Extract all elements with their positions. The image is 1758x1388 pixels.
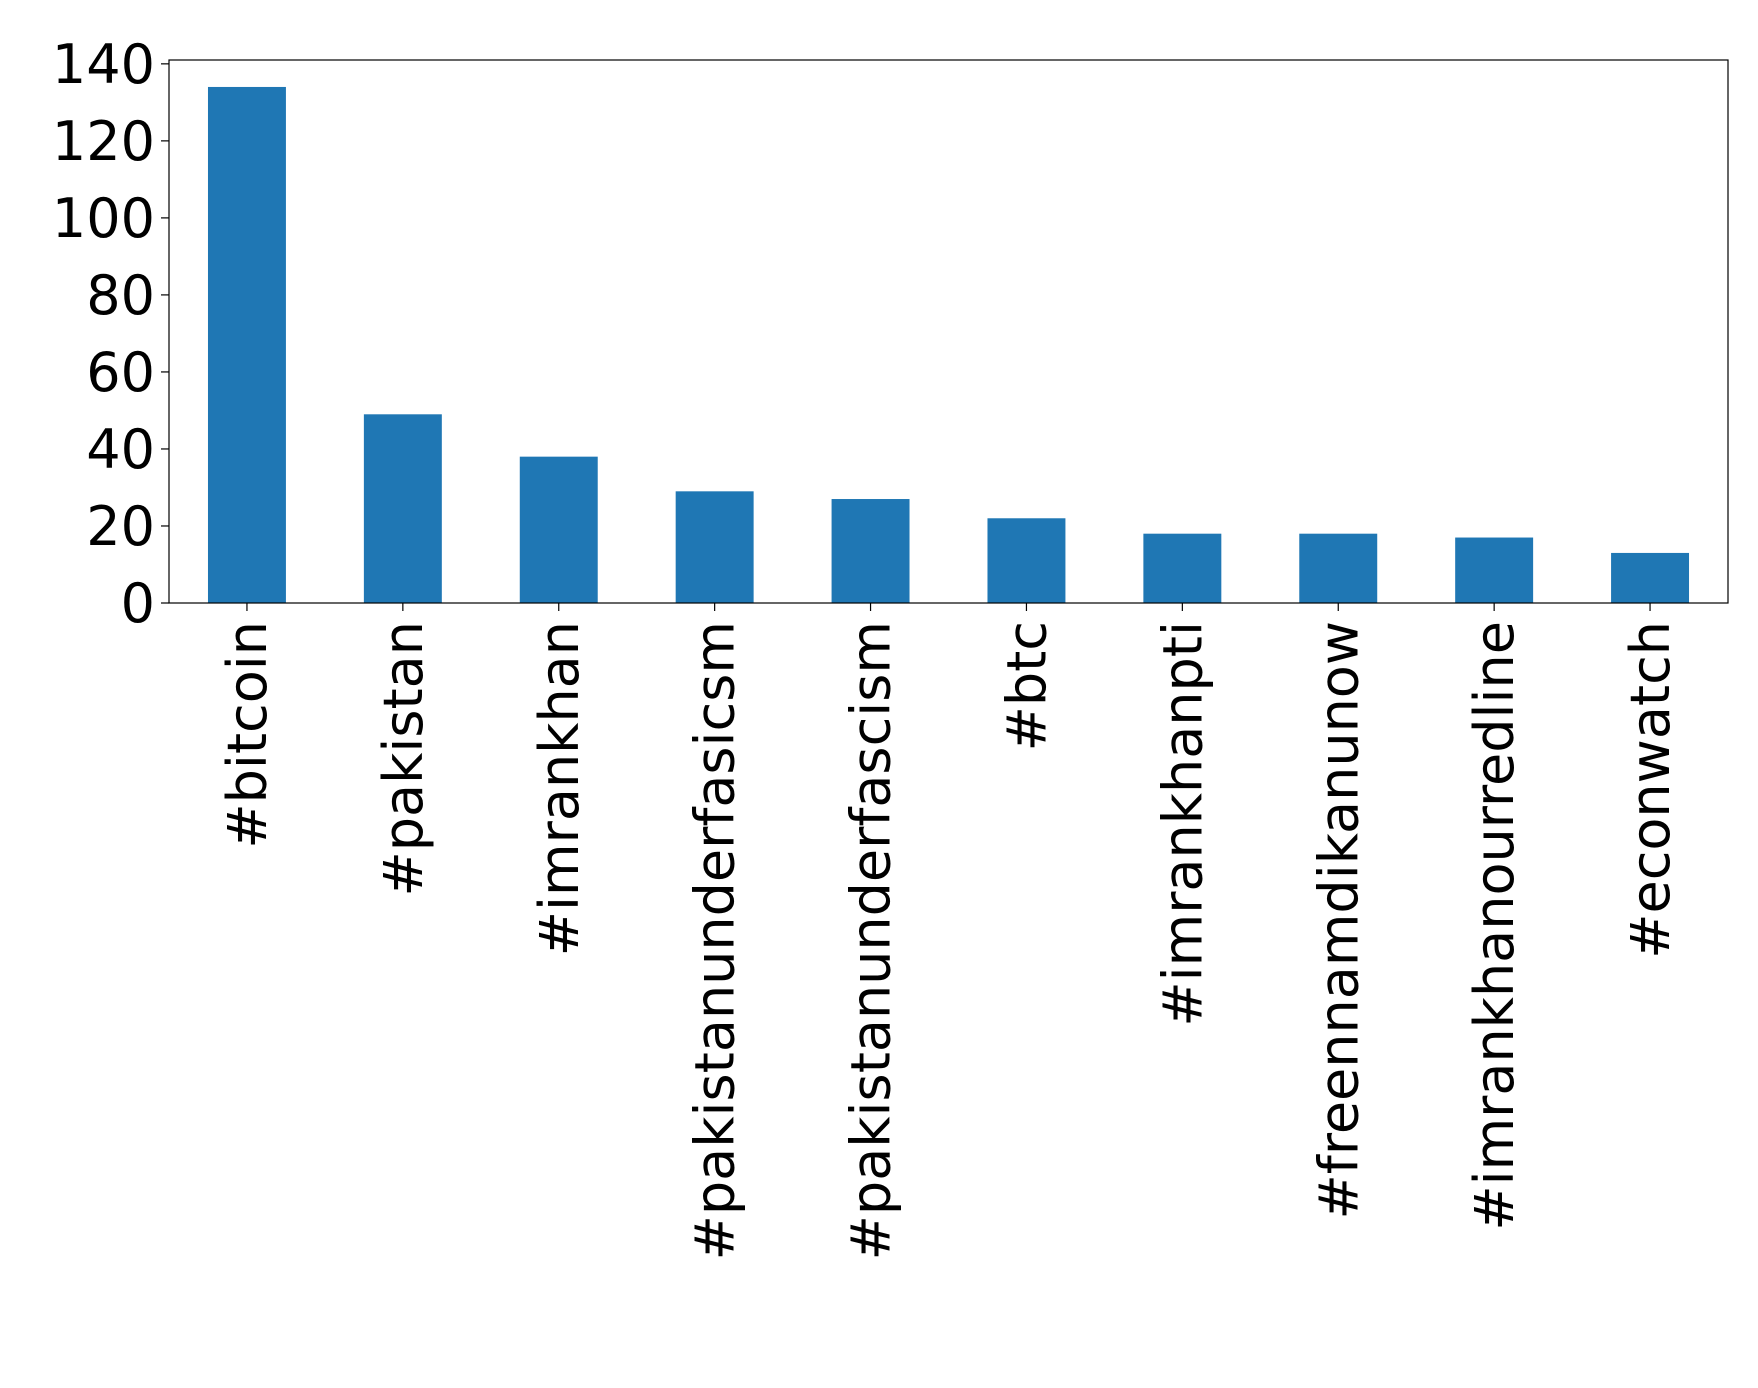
y-tick-label: 80 bbox=[86, 264, 155, 327]
bar bbox=[363, 414, 442, 603]
x-tick-label: #btc bbox=[995, 621, 1058, 751]
x-tick-label: #imrankhanourredline bbox=[1463, 621, 1526, 1231]
bar bbox=[1611, 552, 1690, 603]
bar bbox=[987, 518, 1066, 603]
x-tick-label: #pakistan bbox=[372, 621, 435, 897]
bar bbox=[519, 456, 598, 603]
y-tick-label: 140 bbox=[52, 33, 155, 96]
x-tick-label: #pakistanunderfasicsm bbox=[684, 621, 747, 1260]
bar bbox=[1143, 533, 1222, 603]
bar bbox=[675, 491, 754, 603]
bar bbox=[1455, 537, 1534, 603]
y-tick-label: 20 bbox=[86, 495, 155, 558]
y-tick-label: 40 bbox=[86, 418, 155, 481]
x-tick-label: #freennamdikanunow bbox=[1307, 621, 1370, 1219]
x-tick-label: #bitcoin bbox=[216, 621, 279, 849]
y-tick-label: 0 bbox=[121, 572, 155, 635]
x-tick-label: #pakistanunderfascism bbox=[840, 621, 903, 1260]
plot-frame bbox=[168, 59, 1729, 604]
y-tick-label: 100 bbox=[52, 187, 155, 250]
x-tick-label: #econwatch bbox=[1619, 621, 1682, 959]
x-tick-label: #imrankhanpti bbox=[1151, 621, 1214, 1027]
bar bbox=[1299, 533, 1378, 603]
bar bbox=[831, 499, 910, 603]
x-tick-label: #imrankhan bbox=[528, 621, 591, 956]
y-tick-label: 120 bbox=[52, 110, 155, 173]
y-tick-label: 60 bbox=[86, 341, 155, 404]
bar bbox=[207, 86, 286, 603]
